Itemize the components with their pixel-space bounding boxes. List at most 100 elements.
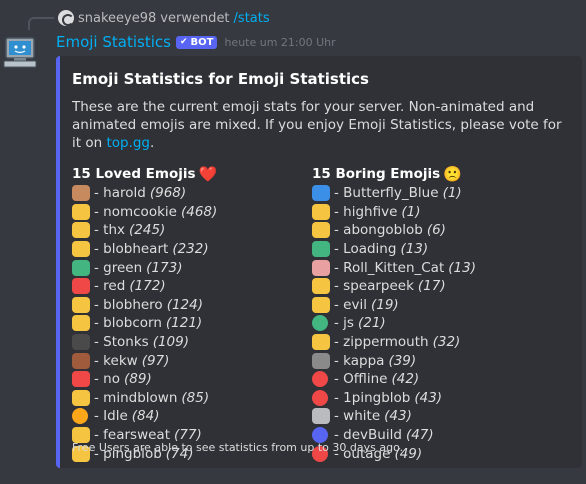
emoji-name: evil	[343, 296, 367, 313]
custom-emoji-icon[interactable]	[72, 296, 90, 313]
emoji-list-item: - evil (19)	[312, 296, 552, 315]
emoji-name: nomcookie	[103, 203, 177, 220]
emoji-list-item: - devBuild (47)	[312, 426, 552, 445]
emoji-list: - harold (968) - nomcookie (468) - thx (245) -…	[72, 184, 312, 463]
message-timestamp[interactable]: heute um 21:00 Uhr	[224, 35, 336, 49]
custom-emoji-icon[interactable]	[312, 315, 328, 332]
custom-emoji-icon[interactable]	[312, 334, 330, 351]
custom-emoji-icon[interactable]	[72, 445, 90, 462]
emoji-list-item: - blobhero (124)	[72, 296, 312, 315]
reply-reference[interactable]: snakeeye98 verwendet /stats	[58, 9, 270, 27]
emoji-name: pingblob	[103, 445, 162, 462]
author-name[interactable]: Emoji Statistics	[56, 33, 171, 51]
emoji-name: spearpeek	[343, 278, 414, 295]
custom-emoji-icon[interactable]	[312, 445, 328, 462]
emoji-count: (968)	[149, 185, 187, 202]
custom-emoji-icon[interactable]	[72, 241, 90, 258]
separator: -	[334, 389, 344, 406]
emoji-name: Offline	[343, 371, 388, 388]
bot-badge-label: BOT	[190, 36, 214, 48]
custom-emoji-icon[interactable]	[312, 203, 330, 220]
emoji-list-item: - blobheart (232)	[72, 240, 312, 259]
emoji-name: 1pingblob	[343, 389, 411, 406]
separator: -	[334, 203, 344, 220]
emoji-count: (173)	[146, 259, 183, 276]
emoji-name: blobhero	[103, 296, 163, 313]
emoji-count: (1)	[401, 203, 421, 220]
custom-emoji-icon[interactable]	[72, 334, 90, 351]
checkmark-icon: ✔	[179, 37, 188, 47]
user-avatar-icon[interactable]	[58, 10, 74, 26]
reply-command[interactable]: /stats	[233, 10, 270, 26]
custom-emoji-icon[interactable]	[72, 222, 90, 239]
custom-emoji-icon[interactable]	[72, 389, 90, 406]
separator: -	[94, 203, 104, 220]
emoji-count: (13)	[400, 241, 429, 258]
emoji-count: (121)	[165, 315, 203, 332]
emoji-count: (232)	[172, 241, 209, 258]
loved-emojis-field: 15 Loved Emojis ❤️ - harold (968) - nomcoo…	[72, 164, 312, 463]
emoji-count: (42)	[391, 371, 420, 388]
separator: -	[334, 352, 344, 369]
custom-emoji-icon[interactable]	[72, 315, 90, 332]
separator: -	[334, 278, 344, 295]
custom-emoji-icon[interactable]	[312, 222, 330, 239]
emoji-list-item: - nomcookie (468)	[72, 203, 312, 222]
emoji-list-item: - thx (245)	[72, 221, 312, 240]
emoji-count: (39)	[388, 352, 417, 369]
emoji-count: (47)	[405, 427, 434, 444]
custom-emoji-icon[interactable]	[312, 259, 330, 276]
separator: -	[94, 352, 104, 369]
custom-emoji-icon[interactable]	[72, 278, 90, 295]
field-title: 15 Loved Emojis ❤️	[72, 164, 312, 184]
emoji-count: (43)	[414, 389, 443, 406]
bot-avatar[interactable]	[0, 32, 40, 72]
custom-emoji-icon[interactable]	[312, 296, 330, 313]
emoji-list-item: - red (172)	[72, 277, 312, 296]
emoji-list-item: - no (89)	[72, 370, 312, 389]
separator: -	[94, 185, 104, 202]
custom-emoji-icon[interactable]	[72, 352, 90, 369]
topgg-link[interactable]: top.gg	[106, 135, 151, 151]
emoji-count: (13)	[448, 259, 476, 276]
separator: -	[334, 259, 344, 276]
emoji-list-item: - highfive (1)	[312, 203, 552, 222]
emoji-list-item: - spearpeek (17)	[312, 277, 552, 296]
separator: -	[94, 371, 104, 388]
custom-emoji-icon[interactable]	[72, 203, 90, 220]
separator: -	[94, 334, 104, 351]
emoji-list-item: - white (43)	[312, 407, 552, 426]
custom-emoji-icon[interactable]	[72, 185, 90, 202]
custom-emoji-icon[interactable]	[72, 371, 90, 388]
custom-emoji-icon[interactable]	[312, 371, 328, 388]
separator: -	[334, 296, 344, 313]
emoji-count: (6)	[426, 222, 446, 239]
custom-emoji-icon[interactable]	[72, 427, 90, 444]
custom-emoji-icon[interactable]	[312, 408, 330, 425]
emoji-list-item: - green (173)	[72, 258, 312, 277]
frowning-face-icon: 🙁	[443, 165, 462, 183]
separator: -	[94, 296, 104, 313]
computer-icon	[3, 37, 37, 68]
emoji-name: highfive	[343, 203, 398, 220]
emoji-count: (172)	[129, 278, 166, 295]
custom-emoji-icon[interactable]	[312, 389, 328, 406]
emoji-count: (77)	[174, 427, 202, 444]
custom-emoji-icon[interactable]	[312, 241, 330, 258]
emoji-list: - Butterfly_Blue (1) - highfive (1) - abongo…	[312, 184, 552, 463]
separator: -	[334, 445, 344, 462]
custom-emoji-icon[interactable]	[312, 278, 330, 295]
emoji-name: zippermouth	[343, 334, 429, 351]
emoji-list-item: - Idle (84)	[72, 407, 312, 426]
emoji-list-item: - Butterfly_Blue (1)	[312, 184, 552, 203]
custom-emoji-icon[interactable]	[312, 352, 330, 369]
emoji-list-item: - Roll_Kitten_Cat (13)	[312, 258, 552, 277]
separator: -	[94, 241, 104, 258]
custom-emoji-icon[interactable]	[312, 185, 330, 202]
custom-emoji-icon[interactable]	[72, 408, 88, 425]
emoji-count: (43)	[384, 408, 412, 425]
custom-emoji-icon[interactable]	[72, 259, 90, 276]
custom-emoji-icon[interactable]	[312, 427, 328, 444]
separator: -	[334, 241, 344, 258]
reply-username[interactable]: snakeeye98	[78, 10, 157, 26]
